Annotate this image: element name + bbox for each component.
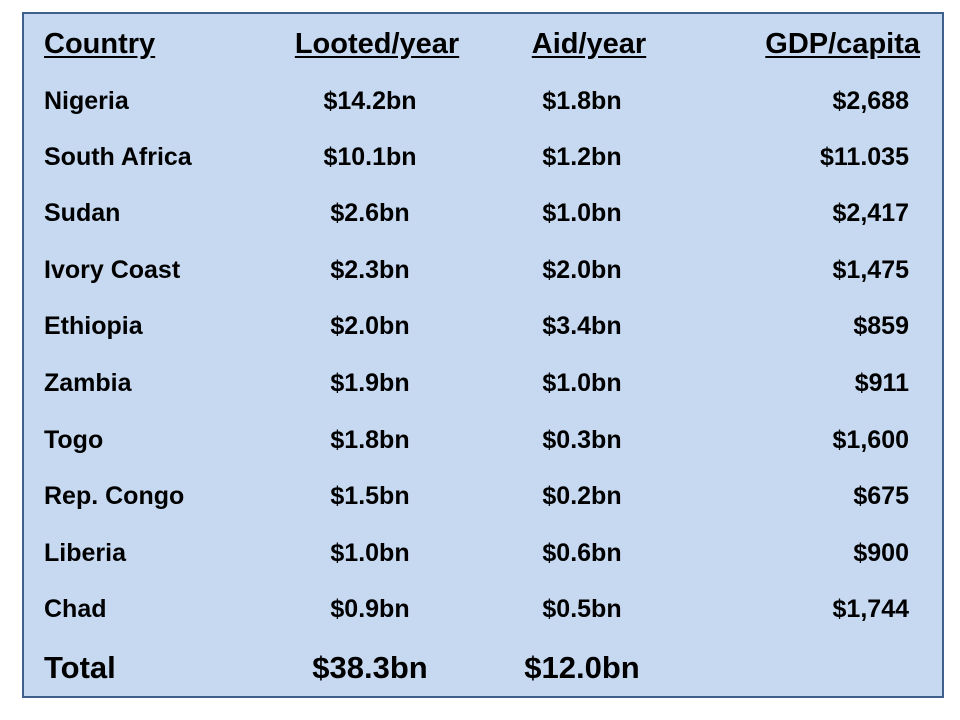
aid-cell: $3.4bn: [542, 312, 622, 340]
gdp-cell: $1,744: [832, 595, 909, 623]
total-aid: $12.0bn: [524, 650, 640, 685]
gdp-cell: $900: [853, 539, 909, 567]
looted-cell: $2.0bn: [330, 312, 410, 340]
gdp-cell: $2,688: [832, 87, 909, 115]
country-cell: Liberia: [44, 539, 126, 567]
gdp-cell: $1,600: [832, 426, 909, 454]
looted-cell: $14.2bn: [323, 87, 417, 115]
country-cell: Togo: [44, 426, 104, 454]
looted-cell: $1.9bn: [330, 369, 410, 397]
aid-cell: $0.6bn: [542, 539, 622, 567]
country-cell: Nigeria: [44, 87, 129, 115]
header-country: Country: [44, 28, 156, 60]
gdp-cell: $11.035: [820, 143, 909, 171]
gdp-cell: $675: [853, 482, 909, 510]
table-row: Ivory Coast $2.3bn $2.0bn $1,475: [24, 256, 942, 296]
aid-cell: $1.2bn: [542, 143, 622, 171]
total-looted: $38.3bn: [312, 650, 428, 685]
country-cell: Ivory Coast: [44, 256, 181, 284]
table-row: Sudan $2.6bn $1.0bn $2,417: [24, 199, 942, 239]
table-row: Liberia $1.0bn $0.6bn $900: [24, 539, 942, 579]
gdp-cell: $911: [854, 369, 909, 397]
aid-cell: $0.3bn: [542, 426, 622, 454]
gdp-cell: $2,417: [832, 199, 909, 227]
header-aid: Aid/year: [531, 28, 647, 60]
total-row: Total $38.3bn $12.0bn: [24, 650, 942, 690]
looted-cell: $1.5bn: [330, 482, 410, 510]
country-cell: Zambia: [44, 369, 132, 397]
header-gdp: GDP/capita: [765, 28, 920, 60]
aid-cell: $2.0bn: [542, 256, 622, 284]
looted-cell: $2.3bn: [330, 256, 410, 284]
country-cell: South Africa: [44, 143, 192, 171]
country-cell: Ethiopia: [44, 312, 143, 340]
table-row: Rep. Congo $1.5bn $0.2bn $675: [24, 482, 942, 522]
table-row: Nigeria $14.2bn $1.8bn $2,688: [24, 87, 942, 127]
table-row: Ethiopia $2.0bn $3.4bn $859: [24, 312, 942, 352]
header-looted: Looted/year: [294, 28, 460, 60]
looted-cell: $10.1bn: [323, 143, 417, 171]
country-cell: Rep. Congo: [44, 482, 185, 510]
aid-cell: $1.0bn: [542, 369, 622, 397]
looted-cell: $1.0bn: [330, 539, 410, 567]
looted-cell: $1.8bn: [330, 426, 410, 454]
aid-cell: $1.0bn: [542, 199, 622, 227]
total-label: Total: [44, 650, 116, 685]
aid-cell: $1.8bn: [542, 87, 622, 115]
country-cell: Sudan: [44, 199, 121, 227]
table-row: South Africa $10.1bn $1.2bn $11.035: [24, 143, 942, 183]
country-cell: Chad: [44, 595, 107, 623]
table-row: Zambia $1.9bn $1.0bn $911: [24, 369, 942, 409]
gdp-cell: $1,475: [832, 256, 909, 284]
looted-cell: $2.6bn: [330, 199, 410, 227]
gdp-cell: $859: [853, 312, 909, 340]
table-row: Togo $1.8bn $0.3bn $1,600: [24, 426, 942, 466]
looted-cell: $0.9bn: [330, 595, 410, 623]
data-table: Country Looted/year Aid/year GDP/capita …: [22, 12, 944, 698]
aid-cell: $0.2bn: [542, 482, 622, 510]
header-row: Country Looted/year Aid/year GDP/capita: [24, 28, 942, 68]
table-row: Chad $0.9bn $0.5bn $1,744: [24, 595, 942, 635]
aid-cell: $0.5bn: [542, 595, 622, 623]
